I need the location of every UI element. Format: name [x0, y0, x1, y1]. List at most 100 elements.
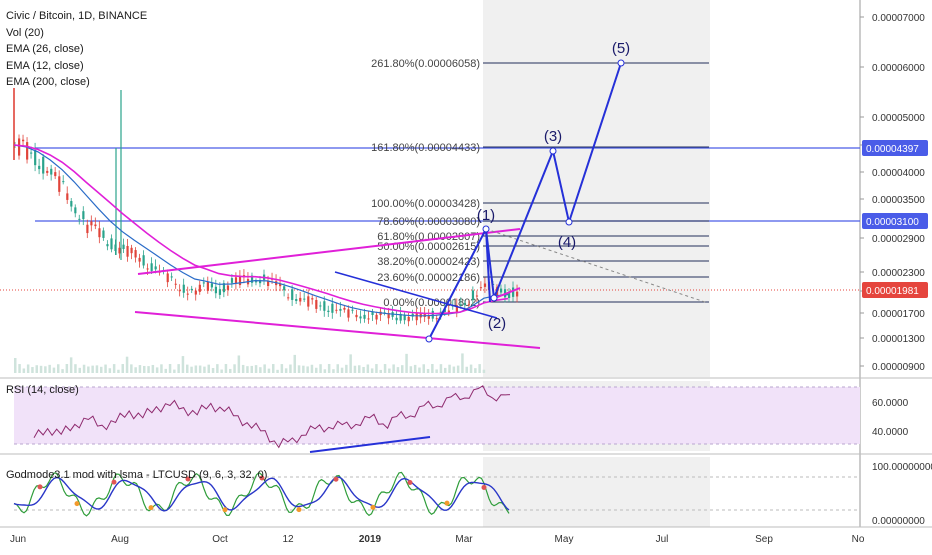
candle-body: [299, 297, 302, 302]
volume-bar: [177, 364, 180, 373]
volume-bar: [358, 365, 361, 373]
volume-bar: [345, 364, 348, 373]
volume-bar: [22, 368, 26, 373]
candle-body: [375, 314, 378, 320]
volume-bar: [95, 365, 99, 373]
volume-bar: [396, 367, 400, 373]
candle-body: [42, 156, 45, 174]
candle-body: [134, 250, 137, 258]
candle-body: [130, 247, 133, 254]
candle-body: [58, 176, 61, 192]
candle-body: [283, 286, 286, 291]
candle-body: [66, 193, 69, 200]
rsi-label[interactable]: RSI (14, close): [6, 384, 79, 396]
volume-bar: [100, 366, 103, 373]
godmode-signal-dot: [407, 480, 413, 486]
candle-body: [170, 276, 173, 278]
volume-bar: [366, 364, 370, 373]
candle-body: [399, 313, 402, 321]
volume-bar: [82, 364, 86, 373]
volume-bar: [211, 368, 215, 373]
main-price-pane: 261.80%(0.00006058) 161.80%(0.00004433) 10…: [0, 40, 860, 373]
volume-bar: [74, 364, 77, 373]
wave-node: [425, 335, 433, 343]
candle-body: [512, 287, 515, 297]
candle-body: [431, 310, 434, 319]
last-price-tag-label: 0.00001981: [866, 286, 919, 297]
candle-body: [26, 142, 29, 160]
volume-bar: [375, 364, 378, 373]
volume-bar: [254, 365, 258, 373]
x-tick-label: Jul: [656, 534, 669, 545]
volume-bar: [104, 364, 107, 373]
candle-body: [463, 303, 467, 305]
godmode-signal-dot: [333, 476, 339, 482]
candle-body: [471, 290, 475, 301]
candle-body: [347, 309, 350, 318]
candle-body: [267, 280, 270, 287]
y-tick-label: 0.00003500: [872, 195, 925, 206]
volume-bar: [220, 369, 223, 373]
candle-body: [50, 168, 53, 175]
ema26-line: [13, 144, 509, 315]
candle-body: [319, 305, 322, 307]
y-tick-label: 0.00004000: [872, 168, 925, 179]
candle-body: [90, 221, 93, 226]
volume-bar: [186, 364, 189, 373]
legend-ema200[interactable]: EMA (200, close): [6, 76, 90, 88]
volume-bar: [474, 368, 477, 373]
axis-layer: 0.000070000.000060000.000050000.00004500…: [10, 13, 932, 545]
candle-body: [182, 284, 185, 293]
y-tick-label: 0.00002900: [872, 234, 925, 245]
candle-body: [435, 318, 438, 320]
candle-body: [258, 280, 262, 284]
volume-bar: [164, 368, 167, 373]
volume-bar: [181, 356, 185, 373]
wedge-small-line: [494, 287, 521, 299]
candle-body: [34, 149, 37, 166]
candle-body: [178, 290, 181, 292]
volume-bar: [26, 364, 30, 373]
candle-body: [94, 224, 97, 227]
volume-bar: [289, 364, 292, 373]
volume-bar: [216, 364, 219, 373]
legend-symbol[interactable]: Civic / Bitcoin, 1D, BINANCE: [6, 10, 148, 22]
y-tick-label: 0.00001700: [872, 309, 925, 320]
rsi-pane: [14, 385, 860, 453]
candle-body: [166, 273, 169, 283]
wave-retrace-line: [485, 228, 491, 303]
candle-body: [331, 303, 334, 313]
volume-bar: [143, 365, 146, 373]
candle-body: [403, 315, 406, 321]
y-tick-label: 0.00005000: [872, 113, 925, 124]
volume-bar: [69, 357, 73, 373]
volume-bar: [349, 354, 352, 373]
candle-body: [38, 165, 41, 170]
candle-body: [18, 138, 21, 156]
volume-bar: [203, 366, 206, 373]
volume-bar: [418, 367, 421, 373]
legend-ema12[interactable]: EMA (12, close): [6, 59, 84, 72]
godmode-label[interactable]: Godmode3.1 mod with lsma - LTCUSD (9, 6,…: [6, 469, 268, 481]
volume-bar: [250, 365, 253, 373]
candle-body: [303, 298, 306, 300]
volume-bar: [198, 365, 202, 373]
candle-body: [407, 316, 410, 322]
volume-bar: [482, 369, 486, 373]
legend-vol[interactable]: Vol (20): [6, 26, 44, 39]
candle-body: [46, 170, 49, 173]
x-tick-label: 2019: [359, 534, 382, 545]
volume-bar: [353, 365, 357, 373]
candle-body: [102, 230, 105, 238]
volume-bar: [267, 368, 271, 373]
candle-body: [190, 288, 193, 291]
wedge-lower-line: [134, 311, 541, 349]
volume-bar: [383, 364, 387, 373]
fib-level-label: 78.60%(0.00003080): [377, 216, 480, 228]
legend-ema26[interactable]: EMA (26, close): [6, 43, 84, 55]
wedge-upper-line: [137, 228, 521, 275]
candle-body: [287, 297, 290, 299]
rsi-band: [14, 387, 860, 444]
volume-bar: [315, 367, 318, 373]
